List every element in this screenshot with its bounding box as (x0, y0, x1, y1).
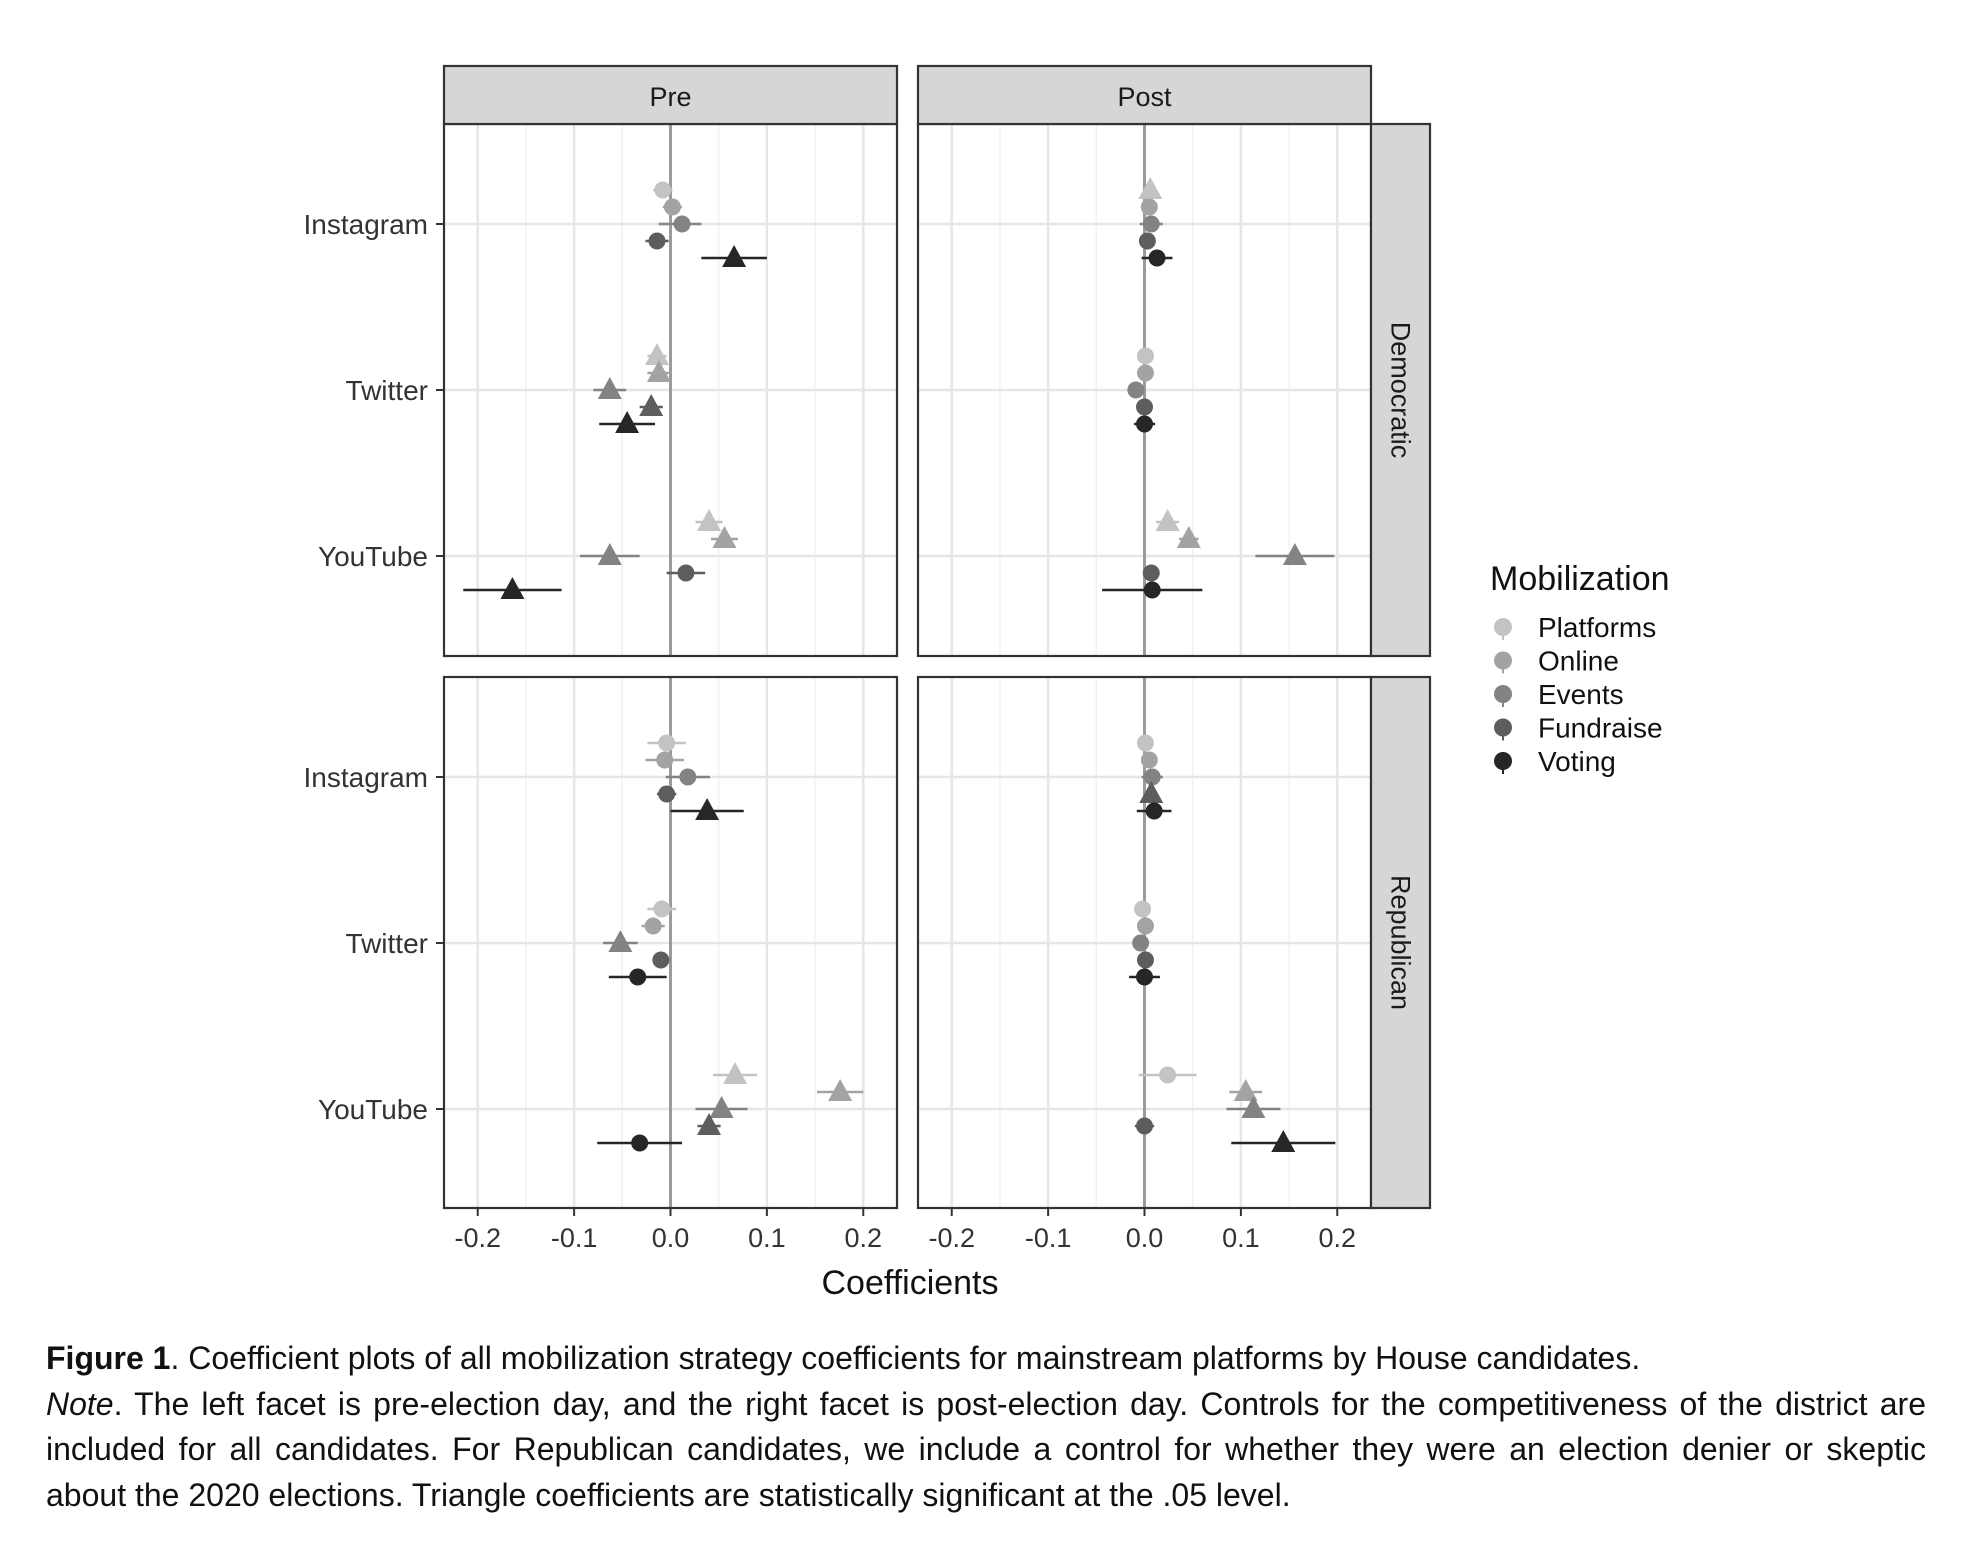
facet-strip-right (1369, 122, 1432, 658)
significant-triangle-marker (1138, 177, 1163, 199)
coefficient-point-marker (1136, 364, 1154, 382)
facet-strip-top (916, 64, 1373, 126)
significant-triangle-marker (500, 577, 525, 599)
coefficient-point-marker (653, 900, 671, 918)
y-tick-label-twitter: Twitter (346, 928, 428, 959)
coefficient-point-marker (1140, 198, 1158, 216)
significant-triangle-marker (697, 1113, 722, 1135)
coefficient-point-marker (1136, 917, 1154, 935)
significant-triangle-marker (697, 509, 722, 531)
coefficient-point-marker (1136, 1117, 1153, 1135)
significant-triangle-marker (1241, 1096, 1266, 1118)
significant-triangle-marker (712, 526, 737, 548)
coefficient-point-marker (677, 564, 695, 582)
y-tick-label-youtube: YouTube (318, 541, 428, 572)
significant-triangle-marker (646, 360, 671, 382)
facet-label-democratic: Democratic (1386, 322, 1416, 459)
coefficient-point-marker (652, 951, 670, 969)
facet-label-republican: Republican (1386, 875, 1416, 1010)
x-tick-label: 0.1 (748, 1223, 786, 1253)
coefficient-point-marker (1143, 768, 1161, 786)
significant-triangle-marker (695, 798, 720, 820)
significant-triangle-marker (1139, 781, 1164, 803)
y-tick-label-twitter: Twitter (346, 375, 428, 406)
x-tick-label: 0.2 (844, 1223, 882, 1253)
coefficient-point-marker (1148, 249, 1166, 267)
legend-label-voting: Voting (1538, 746, 1616, 777)
facet-label-pre: Pre (649, 82, 691, 112)
legend-label-events: Events (1538, 679, 1624, 710)
coefficient-point-marker (1145, 802, 1163, 820)
coefficient-plot-figure: Coefficients Mobilization Pre Post Democra… (304, 64, 1670, 1302)
coefficient-point-marker (1127, 381, 1145, 399)
legend-label-online: Online (1538, 646, 1619, 677)
coefficient-point-marker (1136, 734, 1154, 752)
caption-figure-label: Figure 1 (46, 1340, 171, 1376)
coefficient-point-marker (1136, 347, 1154, 365)
significant-triangle-marker (1271, 1130, 1296, 1152)
coefficient-point-marker (1138, 232, 1156, 250)
coefficient-point-marker (1136, 398, 1153, 416)
x-tick-label: 0.0 (652, 1223, 690, 1253)
significant-triangle-marker (615, 411, 640, 433)
x-tick-label: 0.2 (1318, 1223, 1356, 1253)
significant-triangle-marker (597, 377, 622, 399)
facet-strip-right (1369, 675, 1432, 1210)
x-tick-label: 0.0 (1126, 1223, 1164, 1253)
coefficient-point-marker (1132, 934, 1150, 952)
coefficient-point-marker (673, 215, 691, 233)
significant-triangle-marker (1155, 509, 1180, 531)
coefficient-point-marker (679, 768, 697, 786)
significant-triangle-marker (645, 343, 670, 365)
coefficient-point-marker (658, 785, 676, 803)
coefficient-point-marker (1143, 581, 1161, 599)
coefficient-point-marker (1136, 415, 1153, 433)
coefficient-point-marker (658, 734, 676, 752)
x-tick-label: -0.1 (551, 1223, 598, 1253)
y-tick-label-instagram: Instagram (304, 762, 429, 793)
coefficient-point-marker (1159, 1066, 1177, 1084)
coefficient-point-marker (1142, 215, 1160, 233)
x-tick-label: -0.1 (1025, 1223, 1072, 1253)
caption-note-text: . The left facet is pre-election day, an… (46, 1385, 1926, 1513)
y-tick-label-youtube: YouTube (318, 1094, 428, 1125)
significant-triangle-marker (1282, 543, 1307, 565)
x-axis-title: Coefficients (821, 1264, 998, 1302)
coefficient-point-marker (1142, 564, 1160, 582)
coefficient-point-marker (1134, 900, 1152, 918)
y-tick-label-instagram: Instagram (304, 209, 429, 240)
significant-triangle-marker (828, 1079, 853, 1101)
coefficient-point-marker (631, 1134, 649, 1152)
legend-label-platforms: Platforms (1538, 612, 1656, 643)
significant-triangle-marker (723, 1062, 748, 1084)
significant-triangle-marker (1233, 1079, 1258, 1101)
significant-triangle-marker (639, 394, 664, 416)
legend-label-fundraise: Fundraise (1538, 713, 1663, 744)
caption-note-label: Note (46, 1385, 114, 1422)
significant-triangle-marker (597, 543, 622, 565)
coefficient-point-marker (1136, 968, 1153, 986)
coefficient-point-marker (656, 751, 674, 769)
coefficient-point-marker (629, 968, 647, 986)
x-tick-label: 0.1 (1222, 1223, 1260, 1253)
significant-triangle-marker (722, 245, 747, 267)
facet-label-post: Post (1117, 82, 1172, 112)
significant-triangle-marker (1176, 526, 1201, 548)
caption-figure-text: . Coefficient plots of all mobilization … (170, 1340, 1641, 1376)
coefficient-point-marker (663, 198, 681, 216)
x-tick-label: -0.2 (928, 1223, 975, 1253)
x-tick-label: -0.2 (454, 1223, 501, 1253)
figure-caption: Figure 1. Coefficient plots of all mobil… (46, 1336, 1926, 1518)
significant-triangle-marker (608, 930, 633, 952)
legend-title: Mobilization (1490, 560, 1670, 598)
coefficient-point-marker (654, 181, 672, 199)
coefficient-point-marker (648, 232, 666, 250)
coefficient-point-marker (1136, 951, 1154, 969)
significant-triangle-marker (709, 1096, 734, 1118)
coefficient-point-marker (1140, 751, 1158, 769)
facet-strip-top (442, 64, 899, 126)
coefficient-point-marker (644, 917, 662, 935)
